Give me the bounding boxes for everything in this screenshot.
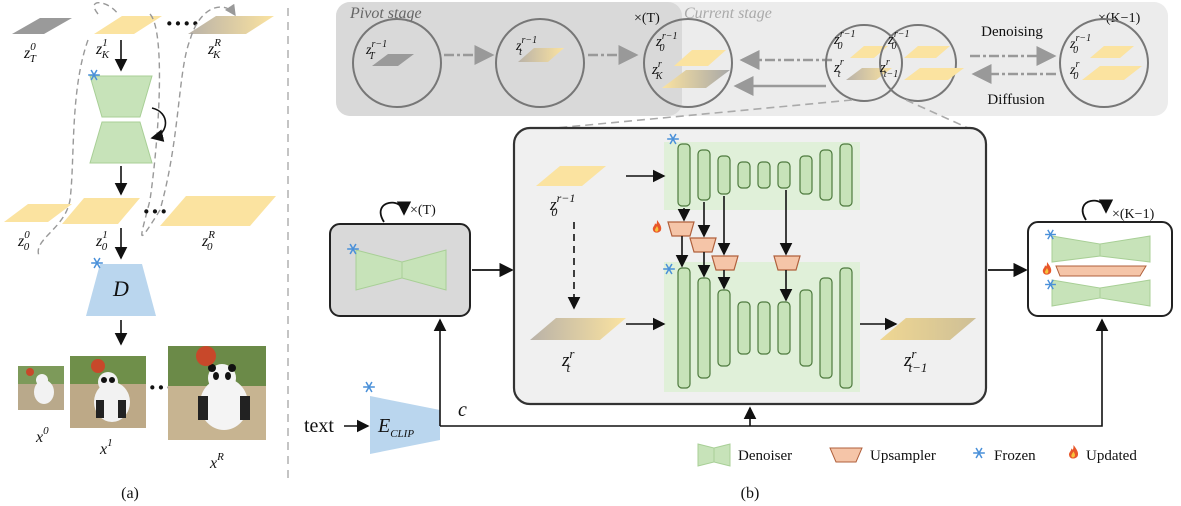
- svg-text:×(T): ×(T): [410, 203, 436, 218]
- latent-z00: [4, 204, 72, 222]
- image-xR: [168, 346, 266, 440]
- current-denoiser-box: ×(K−1): [1027, 199, 1173, 317]
- svg-text:×(K−1): ×(K−1): [1098, 11, 1141, 26]
- circle-z0-zt1: zr−1 0 zr t−1: [879, 24, 964, 102]
- caption-b: (b): [741, 485, 760, 502]
- pivot-stage-bg: [336, 2, 682, 116]
- svg-text:×(T): ×(T): [634, 11, 660, 26]
- svg-text:xR: xR: [209, 451, 224, 472]
- dashed-loop-1: [37, 2, 119, 259]
- legend-upsampler: Upsampler: [829, 447, 936, 464]
- svg-text:zrt: zr t: [833, 57, 844, 80]
- svg-text:zr−10: zr−1 0: [887, 29, 909, 52]
- legend-updated: Updated: [1068, 445, 1137, 464]
- legend-frozen: Frozen: [972, 447, 1036, 464]
- latent-zKR: [188, 16, 274, 34]
- svg-text:zrt−1: zr t−1: [879, 57, 898, 80]
- pivot-denoiser-box: ×(T): [329, 201, 471, 317]
- svg-text:×(K−1): ×(K−1): [1112, 207, 1155, 222]
- svg-text:z0T: z0 T: [23, 41, 37, 65]
- svg-text:···: ···: [142, 197, 168, 226]
- current-stage-label: Current stage: [684, 5, 772, 22]
- svg-text:Upsampler: Upsampler: [870, 448, 936, 464]
- clip-encoder: ECLIP: [362, 381, 440, 454]
- svg-text:zr−1T: zr−1 T: [365, 39, 387, 62]
- pivot-stage-label: Pivot stage: [349, 5, 422, 22]
- svg-text:zrt: zr t: [561, 346, 575, 375]
- svg-text:z10: z1 0: [95, 229, 108, 253]
- svg-text:ECLIP: ECLIP: [377, 415, 414, 440]
- svg-text:z1K: z1 K: [95, 37, 110, 61]
- circle-z0-zK: zr−1 0 zr K: [643, 18, 733, 108]
- svg-text:zr−10: zr−1 0: [549, 191, 575, 219]
- svg-text:x0: x0: [35, 425, 49, 446]
- image-x0: [18, 366, 64, 410]
- snowflake-icon: [972, 447, 986, 459]
- panel-b: Pivot stage Current stage ×(T) ×(K−1) zr…: [304, 2, 1173, 502]
- legend: Denoiser Upsampler Frozen Updated: [697, 443, 1137, 467]
- text-input-label: text: [304, 415, 334, 437]
- latent-z01: [62, 198, 140, 224]
- circle-zT: zr−1 T: [352, 18, 442, 108]
- legend-denoiser: Denoiser: [697, 443, 792, 467]
- svg-text:Updated: Updated: [1086, 448, 1137, 464]
- svg-text:Denoiser: Denoiser: [738, 448, 792, 464]
- latent-zK1: [94, 16, 162, 34]
- latent-z0R: [160, 196, 276, 226]
- circle-zt: zr−1 t: [495, 18, 585, 108]
- svg-text:zrt−1: zr t−1: [903, 346, 927, 375]
- decoder-label: D: [112, 276, 129, 301]
- flame-icon: [1068, 445, 1079, 459]
- svg-text:x1: x1: [99, 437, 113, 458]
- denoiser-left: [87, 69, 167, 164]
- image-x1: [70, 356, 146, 428]
- panel-a: ···· z0 T z1 K zR K ··· z0 0 z1 0 zR 0 D: [4, 2, 276, 502]
- c-label: c: [458, 399, 467, 421]
- latent-zT0: [12, 18, 72, 34]
- snowflake-icon: [362, 381, 376, 393]
- svg-text:zrK: zr K: [651, 59, 664, 82]
- svg-text:zr−10: zr−1 0: [1069, 33, 1091, 56]
- svg-text:Frozen: Frozen: [994, 448, 1036, 464]
- unet-detail-box: zr−1 0 zr t zr t−1: [512, 126, 988, 406]
- svg-text:zr0: zr 0: [1069, 59, 1079, 82]
- decoder-block: D: [86, 257, 156, 316]
- svg-text:zR0: zR 0: [201, 229, 215, 253]
- diffusion-label: Diffusion: [987, 92, 1045, 108]
- svg-text:zr−10: zr−1 0: [655, 31, 677, 54]
- svg-text:zRK: zR K: [207, 37, 221, 61]
- svg-text:zr−1t: zr−1 t: [515, 35, 537, 58]
- circle-z0-z0r: zr−1 0 zr 0: [1059, 18, 1149, 108]
- svg-text:z00: z0 0: [17, 229, 30, 253]
- dashed-loop-2: [141, 3, 236, 236]
- caption-a: (a): [121, 485, 139, 502]
- svg-text:zr−10: zr−1 0: [833, 29, 855, 52]
- denoising-label: Denoising: [981, 24, 1043, 40]
